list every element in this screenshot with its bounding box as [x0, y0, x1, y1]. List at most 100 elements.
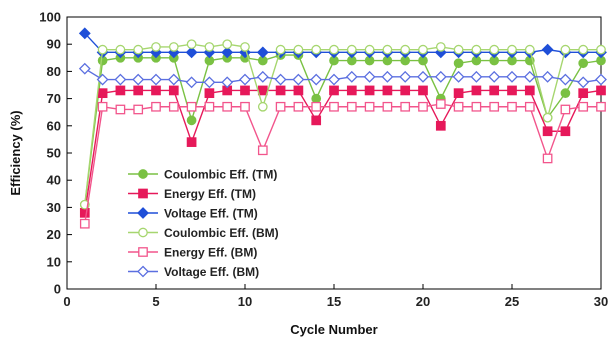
- data-point: [453, 88, 464, 99]
- data-point: [311, 44, 322, 55]
- legend-item: Coulombic Eff. (BM): [128, 226, 279, 240]
- data-point: [524, 85, 535, 96]
- data-point: [151, 101, 161, 112]
- data-point: [329, 85, 339, 96]
- x-tick-label: 30: [594, 294, 608, 309]
- legend-label: Coulombic Eff. (TM): [164, 168, 277, 182]
- data-point: [151, 42, 161, 52]
- data-point: [596, 101, 606, 112]
- data-point: [185, 46, 198, 59]
- data-point: [524, 44, 535, 55]
- y-tick-label: 90: [47, 37, 61, 52]
- data-point: [132, 73, 145, 86]
- data-point: [97, 44, 108, 55]
- data-point: [256, 70, 269, 83]
- data-point: [596, 85, 606, 96]
- data-point: [79, 207, 90, 218]
- data-point: [507, 101, 517, 112]
- y-tick-label: 0: [54, 282, 61, 297]
- data-point: [345, 70, 358, 83]
- x-tick-label: 20: [416, 294, 430, 309]
- data-point: [293, 44, 304, 55]
- data-point: [578, 44, 589, 55]
- data-point: [364, 85, 375, 96]
- x-tick-label: 25: [505, 294, 519, 309]
- data-point: [417, 70, 429, 83]
- series-6: [78, 62, 607, 89]
- y-axis-title: Efficiency (%): [8, 110, 23, 195]
- data-point: [346, 101, 357, 112]
- data-point: [222, 39, 233, 50]
- data-point: [452, 70, 465, 83]
- legend-label: Energy Eff. (BM): [164, 246, 257, 260]
- data-point: [542, 112, 553, 123]
- data-point: [595, 73, 607, 86]
- data-point: [400, 44, 411, 55]
- data-point: [453, 58, 464, 69]
- data-point: [97, 88, 108, 99]
- data-point: [382, 44, 393, 55]
- data-point: [400, 101, 411, 112]
- data-point: [168, 42, 179, 52]
- y-tick-label: 40: [47, 173, 61, 188]
- data-point: [293, 85, 304, 96]
- data-point: [168, 85, 179, 96]
- x-tick-label: 15: [327, 294, 341, 309]
- data-point: [418, 85, 428, 96]
- y-tick-label: 20: [47, 227, 61, 242]
- legend-marker: [137, 265, 149, 278]
- data-point: [559, 73, 572, 86]
- data-point: [133, 44, 144, 55]
- data-point: [240, 42, 250, 52]
- data-point: [560, 126, 571, 137]
- data-point: [185, 76, 198, 89]
- y-tick-label: 30: [47, 200, 61, 215]
- data-point: [346, 85, 357, 96]
- data-point: [418, 44, 428, 55]
- y-axis: 0 10 20 30 40 50 60 70 80 90 100: [39, 10, 72, 297]
- legend-item: Energy Eff. (TM): [128, 187, 256, 201]
- data-point: [115, 44, 126, 55]
- data-point: [293, 101, 304, 112]
- data-point: [78, 62, 91, 75]
- data-point: [115, 104, 126, 115]
- data-point: [221, 76, 234, 89]
- data-point: [578, 101, 589, 112]
- data-point: [168, 101, 179, 112]
- data-point: [186, 137, 197, 147]
- legend-label: Voltage Eff. (TM): [164, 207, 258, 221]
- data-point: [114, 73, 127, 86]
- data-point: [311, 115, 322, 126]
- legend-item: Voltage Eff. (BM): [128, 265, 259, 279]
- data-point: [523, 70, 536, 83]
- data-point: [311, 101, 322, 112]
- legend-label: Voltage Eff. (BM): [164, 265, 259, 279]
- data-point: [240, 101, 250, 112]
- data-point: [596, 44, 606, 55]
- data-point: [150, 73, 162, 86]
- data-point: [151, 85, 161, 96]
- data-point: [381, 70, 394, 83]
- data-point: [435, 120, 446, 131]
- data-point: [578, 88, 589, 99]
- data-point: [239, 73, 251, 86]
- data-point: [167, 73, 180, 86]
- y-tick-label: 80: [47, 64, 61, 79]
- legend-marker: [138, 188, 148, 199]
- x-tick-label: 0: [63, 294, 70, 309]
- data-point: [578, 58, 589, 69]
- data-point: [507, 44, 517, 55]
- legend-marker: [138, 247, 148, 257]
- y-tick-label: 70: [47, 91, 61, 106]
- y-tick-label: 60: [47, 118, 61, 133]
- data-point: [186, 101, 197, 112]
- data-point: [257, 101, 268, 112]
- data-point: [560, 44, 571, 55]
- x-axis: 0 5 10 15 20 25 30: [63, 284, 608, 309]
- data-point: [542, 153, 553, 164]
- data-point: [222, 101, 233, 112]
- data-point: [435, 42, 446, 52]
- y-tick-label: 10: [47, 254, 61, 269]
- legend-label: Coulombic Eff. (BM): [164, 226, 279, 240]
